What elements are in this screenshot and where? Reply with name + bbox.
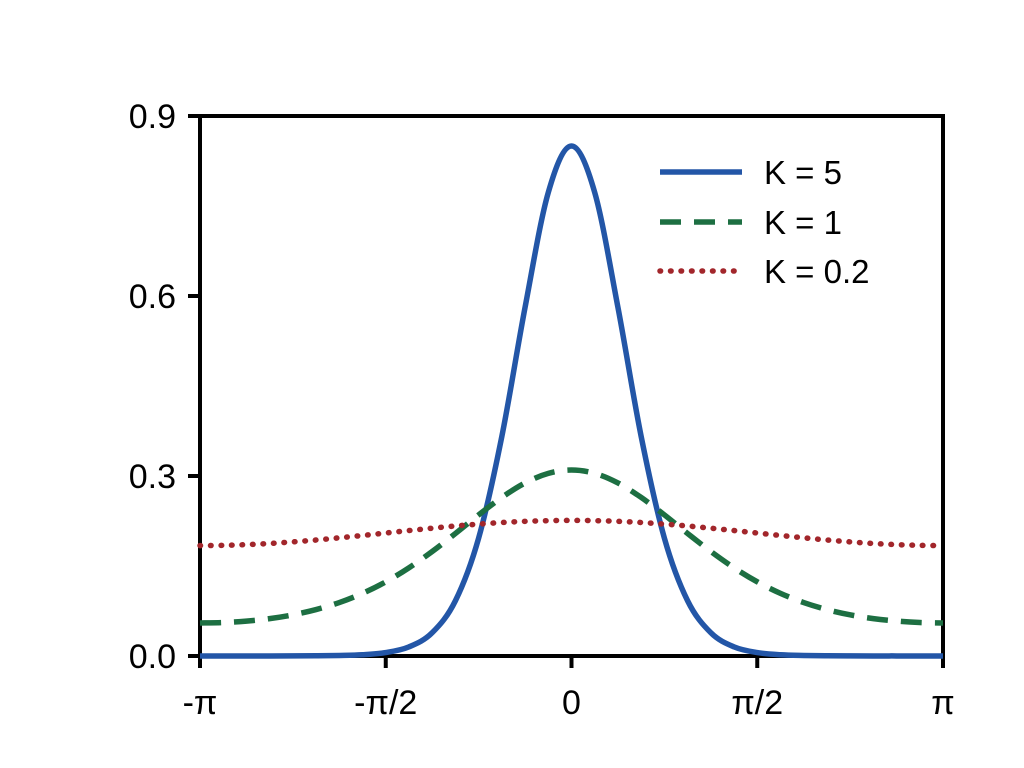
curve-k1	[199, 467, 944, 626]
legend-label: K = 1	[764, 204, 842, 241]
y-tick-label: 0.6	[129, 278, 176, 316]
legend-label: K = 0.2	[764, 253, 870, 290]
y-tick-label: 0.9	[129, 98, 176, 136]
x-tick-label: π	[931, 684, 954, 722]
plot-frame	[198, 114, 945, 658]
y-tick-label: 0.0	[129, 638, 176, 676]
x-tick-label: 0	[562, 684, 581, 722]
y-tick-label: 0.3	[129, 458, 176, 496]
legend-label: K = 5	[764, 154, 842, 191]
x-tick-label: π/2	[731, 684, 783, 722]
x-tick-label: -π/2	[354, 684, 417, 722]
x-tick-label: -π	[183, 684, 218, 722]
curve-k0.2	[197, 517, 946, 549]
curve-k5	[199, 143, 944, 659]
